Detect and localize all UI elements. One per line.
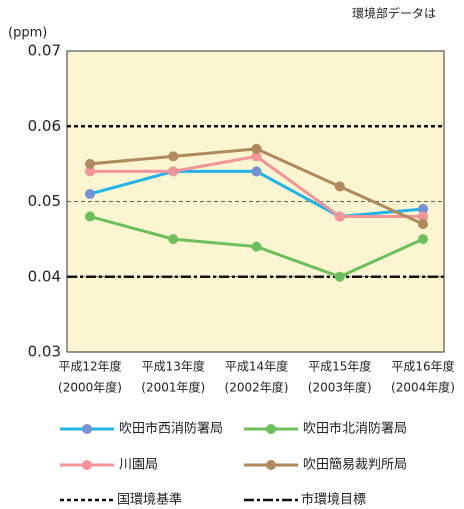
legend-marker bbox=[266, 460, 276, 470]
data-point bbox=[85, 188, 95, 199]
data-point bbox=[251, 151, 262, 162]
data-point bbox=[168, 166, 179, 177]
x-tick-label: 平成12年度 bbox=[58, 359, 121, 374]
legend-marker bbox=[82, 460, 92, 470]
legend-marker bbox=[82, 424, 92, 434]
legend-label: 国環境基準 bbox=[117, 492, 182, 508]
legend-label: 川園局 bbox=[119, 458, 158, 473]
legend-label: 吹田簡易裁判所局 bbox=[303, 457, 407, 473]
x-tick-label: (2003年度) bbox=[308, 380, 372, 395]
data-point bbox=[251, 143, 262, 154]
data-point bbox=[251, 166, 262, 177]
legend-label: 吹田市北消防署局 bbox=[303, 421, 407, 437]
x-tick-label: (2004年度) bbox=[391, 380, 455, 395]
data-point bbox=[418, 234, 428, 245]
data-point bbox=[334, 271, 345, 282]
y-tick-label: 0.03 bbox=[28, 343, 61, 361]
y-tick-label: 0.07 bbox=[28, 42, 61, 60]
data-point bbox=[85, 166, 95, 177]
y-tick-label: 0.06 bbox=[28, 117, 61, 135]
x-tick-label: 平成13年度 bbox=[142, 359, 205, 374]
data-point bbox=[418, 219, 428, 230]
data-point bbox=[334, 181, 345, 192]
data-point bbox=[85, 211, 95, 222]
legend-label: 市環境目標 bbox=[301, 492, 366, 508]
data-point bbox=[418, 211, 428, 222]
y-tick-label: 0.05 bbox=[28, 192, 61, 210]
data-point bbox=[418, 204, 428, 215]
y-axis-label: (ppm) bbox=[8, 26, 47, 41]
legend-label: 吹田市西消防署局 bbox=[119, 421, 223, 437]
data-point bbox=[168, 151, 179, 162]
data-point bbox=[251, 241, 262, 252]
y-tick-label: 0.04 bbox=[28, 267, 61, 285]
x-tick-label: (2000年度) bbox=[58, 380, 122, 395]
data-point bbox=[168, 234, 179, 245]
plot-area bbox=[67, 51, 444, 352]
source-note: 環境部データは bbox=[352, 6, 436, 21]
x-tick-label: (2002年度) bbox=[225, 380, 289, 395]
plot-border bbox=[66, 50, 445, 353]
legend-marker bbox=[266, 424, 276, 434]
data-point bbox=[85, 158, 95, 169]
x-tick-label: (2001年度) bbox=[141, 380, 205, 395]
data-point bbox=[334, 211, 345, 222]
x-tick-label: 平成14年度 bbox=[225, 359, 288, 374]
x-tick-label: 平成16年度 bbox=[391, 359, 454, 374]
x-tick-label: 平成15年度 bbox=[308, 359, 371, 374]
